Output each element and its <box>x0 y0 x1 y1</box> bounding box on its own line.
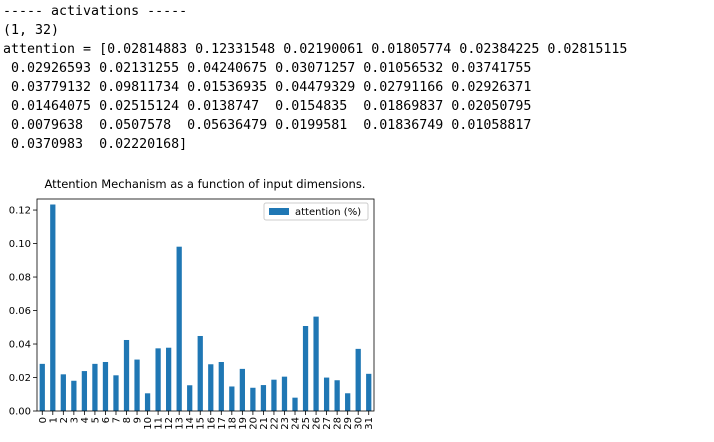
bar <box>239 368 245 411</box>
console-line: 0.0370983 0.02220168] <box>3 137 187 152</box>
x-tick-label: 5 <box>90 417 101 423</box>
console-line: (1, 32) <box>3 23 59 38</box>
x-tick-label: 12 <box>164 417 175 430</box>
bar <box>218 361 224 411</box>
bar <box>155 348 161 411</box>
y-tick-label: 0.00 <box>9 407 31 418</box>
bar <box>345 393 351 411</box>
chart-title: Attention Mechanism as a function of inp… <box>45 177 366 191</box>
x-tick-label: 9 <box>133 417 144 423</box>
x-tick-label: 25 <box>301 417 312 430</box>
x-tick-label: 21 <box>259 417 270 430</box>
bar <box>123 339 130 411</box>
x-tick-label: 0 <box>38 417 49 423</box>
x-tick-label: 26 <box>312 417 323 430</box>
bar <box>271 379 277 411</box>
x-tick-label: 17 <box>217 417 228 430</box>
y-tick-label: 0.02 <box>9 373 31 384</box>
bar <box>187 385 193 411</box>
x-tick-label: 4 <box>80 417 91 423</box>
x-tick-label: 23 <box>280 417 291 430</box>
axes-frame <box>36 198 375 412</box>
bar <box>208 364 214 411</box>
console-line: 0.03779132 0.09811734 0.01536935 0.04479… <box>3 80 531 95</box>
x-tick-label: 7 <box>111 417 122 423</box>
bar <box>366 373 372 411</box>
bar <box>50 204 56 411</box>
bar <box>81 371 88 411</box>
y-tick-label: 0.10 <box>9 239 31 250</box>
bar <box>334 380 340 411</box>
bar <box>39 363 45 411</box>
x-tick-label: 3 <box>69 417 80 423</box>
bar <box>250 387 256 411</box>
bar <box>302 326 309 411</box>
x-tick-label: 11 <box>154 417 165 430</box>
console-line: 0.01464075 0.02515124 0.0138747 0.015483… <box>3 99 531 114</box>
x-tick-label: 2 <box>59 417 70 423</box>
y-tick-label: 0.04 <box>9 340 31 351</box>
bar <box>166 347 172 411</box>
x-tick-label: 27 <box>322 417 333 430</box>
bar <box>292 397 298 411</box>
x-tick-label: 8 <box>122 417 133 423</box>
x-tick-label: 24 <box>291 417 302 430</box>
bar <box>60 374 66 411</box>
y-tick-label: 0.06 <box>9 306 31 317</box>
x-tick-label: 20 <box>248 417 259 430</box>
bar <box>260 385 267 411</box>
bar <box>102 361 109 411</box>
x-tick-label: 28 <box>333 417 344 430</box>
bar <box>229 386 235 411</box>
bar <box>323 377 330 411</box>
x-tick-label: 19 <box>238 417 249 430</box>
x-tick-label: 10 <box>143 417 154 430</box>
bar <box>313 316 319 411</box>
x-tick-label: 1 <box>48 417 59 423</box>
x-tick-label: 18 <box>227 417 238 430</box>
legend-box <box>263 202 369 221</box>
bar <box>144 393 151 411</box>
x-tick-label: 14 <box>185 417 196 430</box>
x-tick-label: 30 <box>354 417 365 430</box>
x-tick-label: 29 <box>343 417 354 430</box>
bar <box>176 246 182 411</box>
bar <box>92 363 98 411</box>
console-line: attention = [0.02814883 0.12331548 0.021… <box>3 42 627 57</box>
x-tick-label: 13 <box>175 417 186 430</box>
bar <box>134 359 140 411</box>
bar <box>355 348 361 411</box>
console-line: ----- activations ----- <box>3 4 187 19</box>
legend-label: attention (%) <box>295 207 361 218</box>
bar <box>281 376 288 411</box>
x-tick-label: 31 <box>364 417 375 430</box>
legend-swatch <box>269 208 289 215</box>
bar <box>113 375 119 411</box>
bar <box>71 380 77 411</box>
x-tick-label: 22 <box>269 417 280 430</box>
console-line: 0.0079638 0.0507578 0.05636479 0.0199581… <box>3 118 531 133</box>
x-tick-label: 6 <box>101 417 112 423</box>
y-tick-label: 0.12 <box>9 206 31 217</box>
x-tick-label: 15 <box>196 417 207 430</box>
bar <box>197 335 203 411</box>
x-tick-label: 16 <box>206 417 217 430</box>
console-line: 0.02926593 0.02131255 0.04240675 0.03071… <box>3 61 531 76</box>
y-tick-label: 0.08 <box>9 273 31 284</box>
